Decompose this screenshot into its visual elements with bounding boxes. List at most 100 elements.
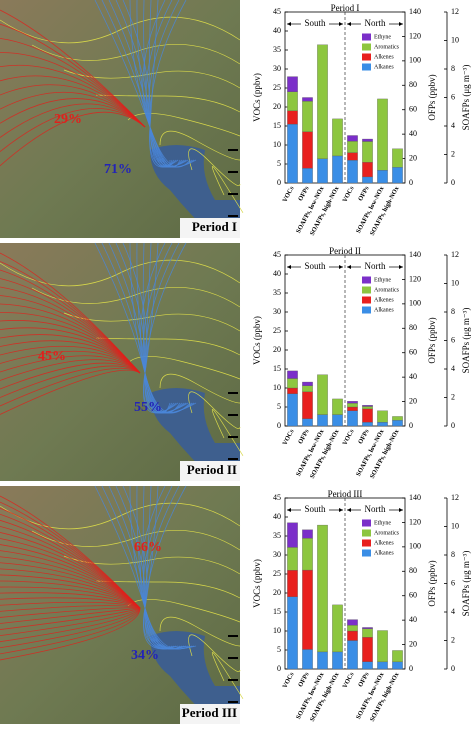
y3-tick-label: 2 xyxy=(451,635,455,644)
y-tick-label: 10 xyxy=(273,383,281,392)
bar-segment xyxy=(377,98,388,171)
y-tick-label: 40 xyxy=(273,26,281,35)
bar-segment xyxy=(362,162,373,178)
bar-segment xyxy=(332,604,343,653)
x-tick-label: VOCs xyxy=(341,185,355,204)
y-axis-label: VOCs (ppbv) xyxy=(252,316,262,365)
y3-tick-label: 6 xyxy=(451,92,455,101)
legend-label: Alkanes xyxy=(374,64,394,70)
y2-tick-label: 140 xyxy=(409,7,421,16)
province-border xyxy=(188,634,241,672)
trajectory-red xyxy=(0,607,141,630)
trajectory-red xyxy=(0,607,141,655)
bar-segment xyxy=(347,630,358,641)
y3-tick-label: 6 xyxy=(451,578,455,587)
y2-axis-label: OFPs (ppbv) xyxy=(427,560,437,606)
bar-segment xyxy=(317,524,328,653)
bar-segment xyxy=(347,410,358,427)
region-label: North xyxy=(365,18,386,28)
map: 66% 34% Period III xyxy=(0,485,244,724)
bar-segment xyxy=(287,522,298,548)
province-border xyxy=(127,113,241,137)
legend-label: Ethyne xyxy=(374,520,391,526)
trajectory-red xyxy=(0,607,141,637)
y2-tick-label: 60 xyxy=(409,105,417,114)
y-tick-label: 15 xyxy=(273,364,281,373)
legend-swatch xyxy=(362,306,371,314)
trajectory-red xyxy=(0,607,141,649)
x-tick-label: VOCs xyxy=(341,671,355,690)
bar-segment xyxy=(347,160,358,184)
bar-segment xyxy=(287,393,298,427)
bar-segment xyxy=(362,661,373,670)
bar-segment xyxy=(362,405,373,407)
y2-tick-label: 120 xyxy=(409,517,421,526)
y2-tick-label: 140 xyxy=(409,250,421,259)
legend-swatch xyxy=(362,63,371,71)
trajectory-red xyxy=(0,592,141,609)
y2-tick-label: 20 xyxy=(409,153,417,162)
y3-tick-label: 4 xyxy=(451,121,455,130)
trajectory-red xyxy=(0,574,141,609)
province-border xyxy=(31,529,241,551)
bar-segment xyxy=(302,168,313,184)
chart-title: Period II xyxy=(329,246,361,256)
legend-swatch xyxy=(362,519,371,527)
y3-tick-label: 8 xyxy=(451,550,455,559)
y2-tick-label: 80 xyxy=(409,323,417,332)
y-tick-label: 45 xyxy=(273,250,281,259)
y-tick-label: 35 xyxy=(273,288,281,297)
period-label: Period II xyxy=(187,462,237,477)
bar-segment xyxy=(287,547,298,571)
legend-swatch xyxy=(362,276,371,284)
y2-tick-label: 100 xyxy=(409,299,421,308)
y2-tick-label: 120 xyxy=(409,31,421,40)
legend-label: Alkenes xyxy=(374,297,394,303)
bar-segment xyxy=(362,138,373,142)
legend-swatch xyxy=(362,296,371,304)
y2-tick-label: 20 xyxy=(409,639,417,648)
bar-segment xyxy=(332,155,343,184)
y-tick-label: 30 xyxy=(273,550,281,559)
y2-tick-label: 0 xyxy=(409,664,413,673)
bar-segment xyxy=(317,158,328,184)
legend-label: Aromatics xyxy=(374,530,400,536)
bar-segment xyxy=(332,414,343,427)
y-tick-label: 15 xyxy=(273,607,281,616)
bar-segment xyxy=(347,141,358,153)
y2-tick-label: 60 xyxy=(409,591,417,600)
province-border xyxy=(0,502,241,530)
y-tick-label: 45 xyxy=(273,7,281,16)
region-label: South xyxy=(304,261,326,271)
region-label: North xyxy=(365,504,386,514)
bar-segment xyxy=(347,401,358,404)
y-tick-label: 10 xyxy=(273,626,281,635)
period-label: Period III xyxy=(182,705,237,720)
y-tick-label: 25 xyxy=(273,326,281,335)
x-tick-label: VOCs xyxy=(281,185,295,204)
legend-swatch xyxy=(362,33,371,41)
y-tick-label: 35 xyxy=(273,531,281,540)
y3-tick-label: 12 xyxy=(451,250,459,259)
bar-segment xyxy=(302,649,313,670)
period-label-box xyxy=(180,218,240,238)
chart: 0 5 10 15 20 25 30 35 40 45 0 20 40 60 80 100 120 140 0 2 4 6… xyxy=(252,489,471,723)
legend-swatch xyxy=(362,43,371,51)
trajectory-red xyxy=(0,568,141,609)
y2-tick-label: 20 xyxy=(409,396,417,405)
y-tick-label: 20 xyxy=(273,588,281,597)
legend-label: Aromatics xyxy=(374,44,400,50)
bar-segment xyxy=(302,569,313,650)
trajectory-red xyxy=(0,580,141,609)
province-border xyxy=(95,337,241,356)
bar-segment xyxy=(287,370,298,379)
bar-segment xyxy=(362,408,373,423)
trajectory-red xyxy=(0,369,141,415)
region-label: South xyxy=(304,504,326,514)
bar-segment xyxy=(377,422,388,427)
bar-segment xyxy=(347,403,358,408)
legend-label: Aromatics xyxy=(374,287,400,293)
bar-segment xyxy=(362,627,373,629)
y-tick-label: 5 xyxy=(277,645,281,654)
